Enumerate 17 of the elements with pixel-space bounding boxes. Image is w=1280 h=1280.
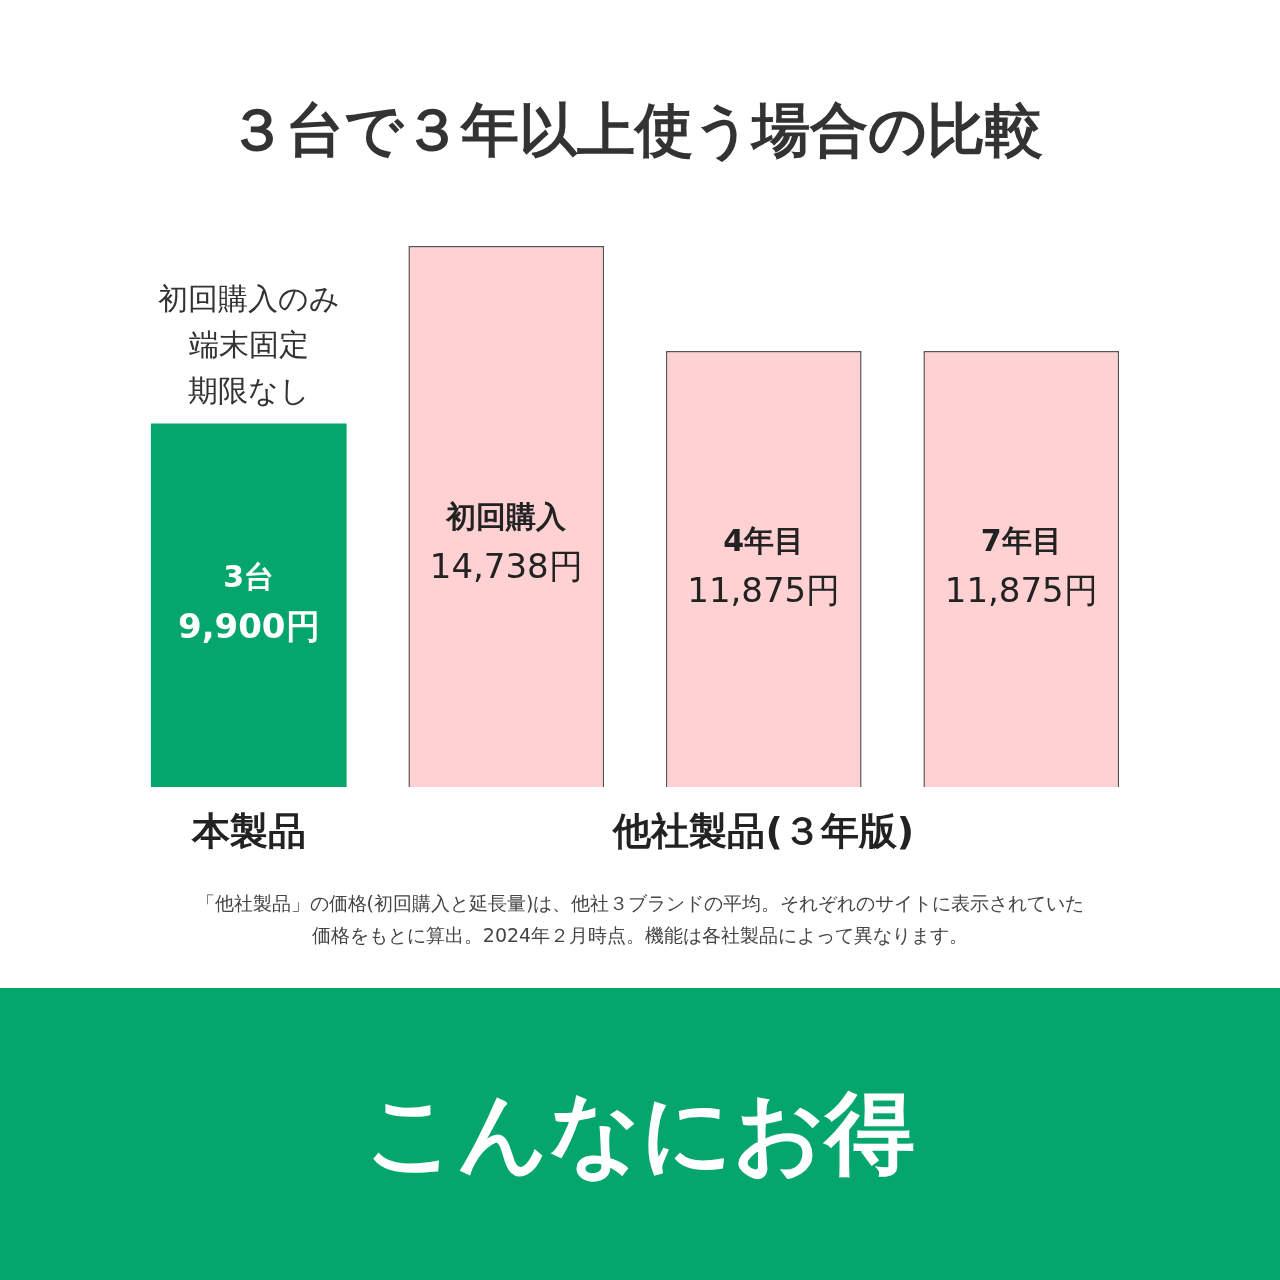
- text: 価格をもとに算出。2024年２月時点。機能は各社製品によって異なります。: [311, 923, 969, 946]
- annotation: 初回購入のみ: [157, 281, 340, 317]
- x-tick-label: 4年目: [723, 522, 805, 558]
- data-label: 11,875円: [944, 569, 1098, 610]
- annotation: 端末固定: [188, 327, 309, 363]
- x-tick-label: 3台: [223, 559, 275, 595]
- x-tick-label: 初回購入: [445, 498, 568, 534]
- text: 他社製品(３年版): [611, 808, 915, 853]
- text: こんなにお得: [0, 988, 1280, 1280]
- annotation: 期限なし: [187, 373, 310, 409]
- text: 本製品: [190, 808, 306, 853]
- data-label: 14,738円: [429, 545, 583, 586]
- x-tick-label: 7年目: [980, 522, 1062, 558]
- text: 「他社製品」の価格(初回購入と延長量)は、他社３ブランドの平均。それぞれのサイトに表示されていた: [195, 891, 1085, 914]
- data-label: 9,900円: [177, 606, 320, 647]
- chart-title: ３台で３年以上使う場合の比較: [227, 95, 1043, 164]
- data-label: 11,875円: [687, 569, 841, 610]
